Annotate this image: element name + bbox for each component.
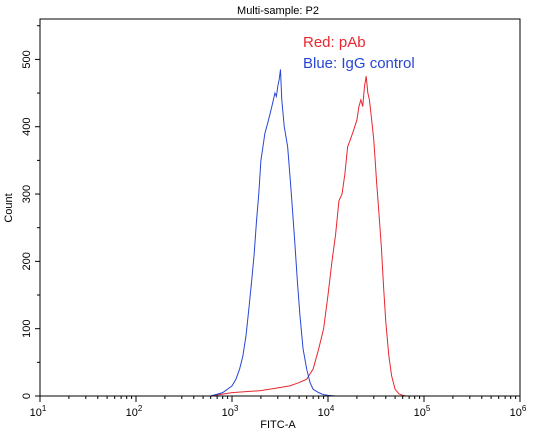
- x-tick-exponent: 4: [330, 404, 335, 413]
- x-tick-label: 104: [318, 404, 335, 419]
- x-tick-label: 102: [126, 404, 143, 419]
- y-tick-label: 500: [21, 50, 33, 68]
- legend-entry-blue: Blue: IgG control: [303, 55, 415, 72]
- y-tick-label: 300: [21, 185, 33, 203]
- axes-layer: 101 102 103 104 105 106 0 100 200 300 400 500: [21, 18, 527, 419]
- y-tick-label: 200: [21, 252, 33, 270]
- x-tick-label: 106: [510, 404, 527, 419]
- x-tick-exponent: 3: [234, 404, 239, 413]
- y-tick-label: 0: [21, 393, 33, 399]
- x-tick-exponent: 2: [138, 404, 143, 413]
- x-tick-exponent: 1: [42, 404, 47, 413]
- series-layer: [210, 69, 424, 397]
- x-axis-label: FITC-A: [260, 419, 296, 431]
- y-axis-label: Count: [3, 193, 15, 222]
- series-line-1: [210, 69, 345, 397]
- legend-entry-red: Red: pAb: [303, 34, 366, 51]
- x-tick-exponent: 6: [522, 404, 527, 413]
- plot-frame: [39, 18, 521, 397]
- x-tick-label: 101: [30, 404, 47, 419]
- y-tick-label: 400: [21, 118, 33, 136]
- x-tick-label: 105: [414, 404, 431, 419]
- x-tick-exponent: 5: [426, 404, 431, 413]
- x-tick-label: 103: [222, 404, 239, 419]
- y-tick-label: 100: [21, 319, 33, 337]
- series-line-0: [210, 76, 424, 397]
- chart-title: Multi-sample: P2: [237, 5, 319, 17]
